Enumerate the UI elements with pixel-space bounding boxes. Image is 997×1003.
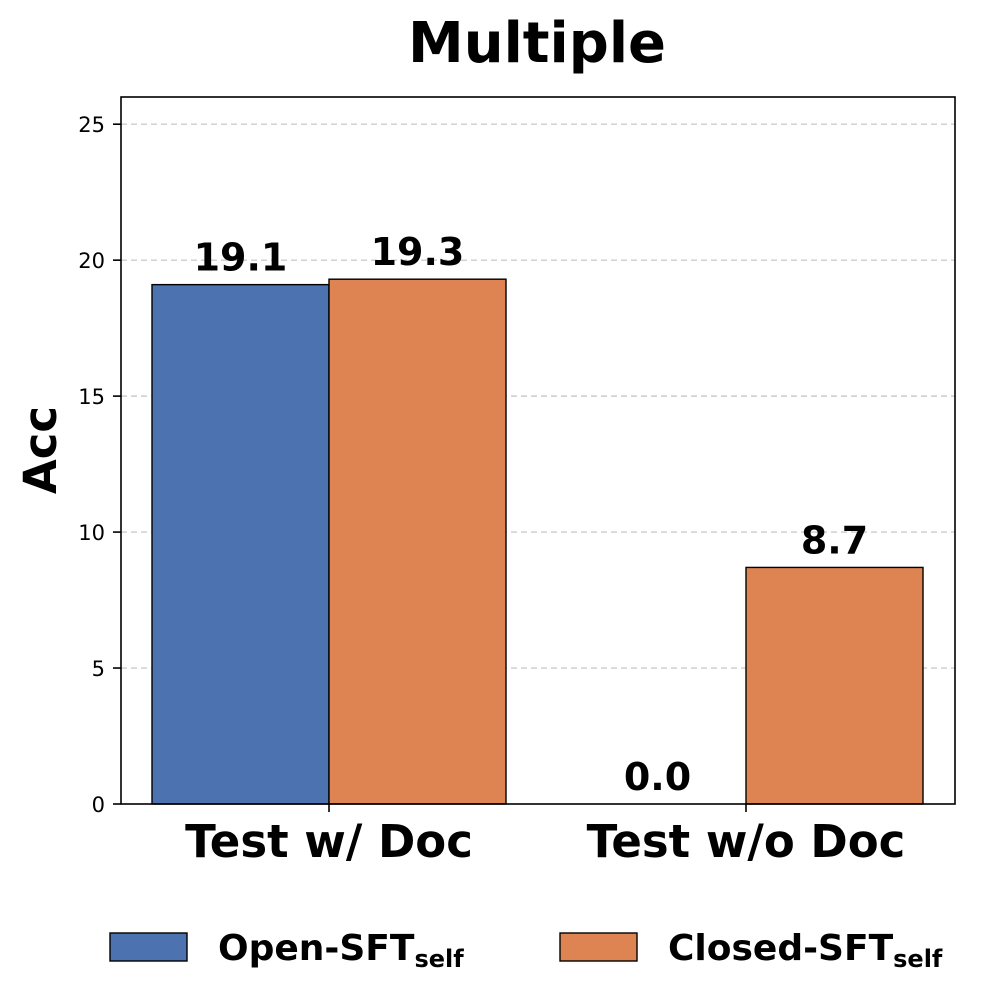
legend-swatch xyxy=(559,932,638,962)
y-tick-label: 20 xyxy=(78,249,105,273)
y-tick-label: 25 xyxy=(78,113,105,137)
y-tick-label: 0 xyxy=(92,793,105,817)
bar-open-0 xyxy=(151,283,330,805)
bar-value-label: 19.1 xyxy=(194,236,288,280)
legend-label: Open-SFTself xyxy=(218,928,464,973)
bars xyxy=(151,278,924,805)
y-tick-label: 5 xyxy=(92,657,105,681)
legend-label: Closed-SFTself xyxy=(668,928,943,973)
plot-frame xyxy=(120,96,956,805)
y-tick-label: 15 xyxy=(78,385,105,409)
bar-value-labels: 19.1 0.0 19.3 8.7 xyxy=(194,230,869,799)
chart-title: Multiple xyxy=(408,11,666,76)
bar-value-label: 19.3 xyxy=(371,230,465,274)
legend-swatch xyxy=(109,932,188,962)
legend-label-subscript: self xyxy=(414,945,464,973)
legend-label-subscript: self xyxy=(893,945,943,973)
x-tick-label: Test w/ Doc xyxy=(185,815,473,868)
y-axis-ticks: 0 5 10 15 20 25 xyxy=(78,113,121,817)
legend: Open-SFTself Closed-SFTself xyxy=(109,928,943,973)
x-tick-label: Test w/o Doc xyxy=(587,815,906,868)
bar-value-label: 8.7 xyxy=(801,518,868,562)
y-tick-label: 10 xyxy=(78,521,105,545)
bar-closed-0 xyxy=(328,278,507,805)
legend-label-main: Closed-SFT xyxy=(668,928,894,969)
bar-value-label: 0.0 xyxy=(624,755,691,799)
y-axis-label: Acc xyxy=(14,406,67,494)
bar-closed-1 xyxy=(745,566,924,805)
x-axis-ticks: Test w/ Doc Test w/o Doc xyxy=(185,804,905,868)
legend-label-main: Open-SFT xyxy=(218,928,415,969)
